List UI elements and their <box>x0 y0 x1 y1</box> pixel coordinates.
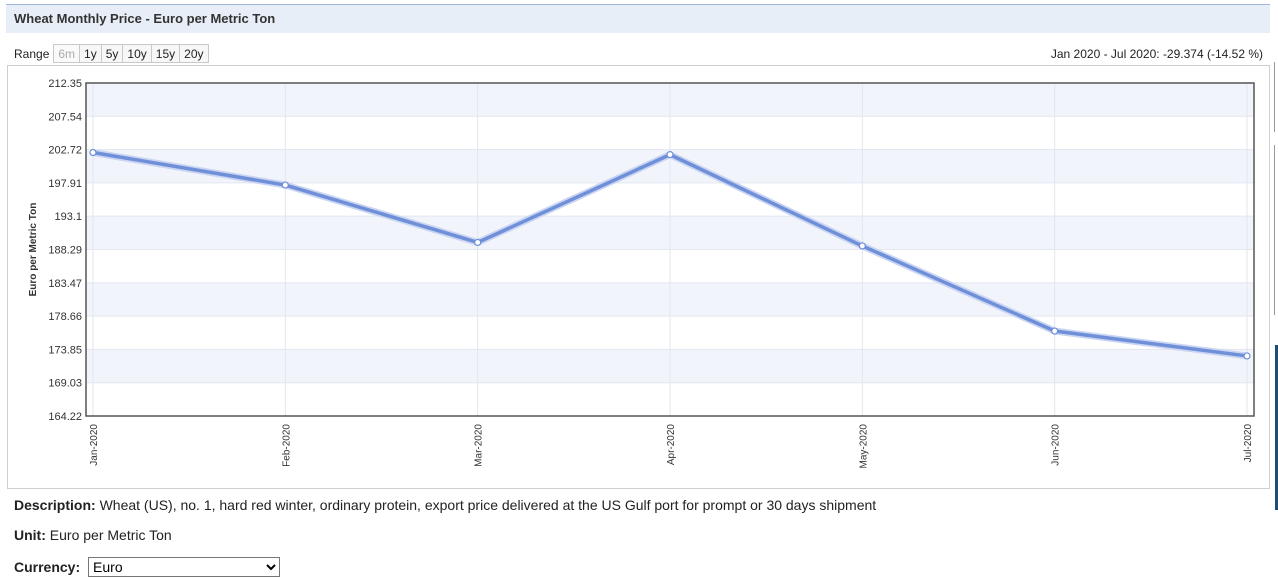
range-15y-button[interactable]: 15y <box>151 44 180 63</box>
x-tick-label: Jul-2020 <box>1243 424 1254 463</box>
x-tick-label: May-2020 <box>858 424 869 469</box>
unit-label: Unit: <box>14 527 46 543</box>
edge-panel-divider <box>1274 62 1278 132</box>
data-point <box>859 243 865 249</box>
currency-select[interactable]: Euro <box>88 557 280 577</box>
range-change-summary: Jan 2020 - Jul 2020: -29.374 (-14.52 %) <box>1051 47 1263 61</box>
y-tick-label: 178.66 <box>48 311 82 323</box>
range-5y-button[interactable]: 5y <box>101 44 124 63</box>
price-line-chart: 212.35 207.54 202.72 197.91 193.1 188.29 183.4… <box>8 66 1269 488</box>
description-text: Wheat (US), no. 1, hard red winter, ordi… <box>100 497 877 513</box>
x-tick-label: Apr-2020 <box>666 424 677 466</box>
y-tick-label: 169.03 <box>48 378 82 390</box>
x-tick-label: Jan-2020 <box>89 424 100 466</box>
y-tick-label: 173.85 <box>48 344 82 356</box>
data-point <box>282 182 288 188</box>
data-point <box>90 150 96 156</box>
data-point <box>475 239 481 245</box>
currency-line: Currency: Euro <box>14 557 280 577</box>
y-tick-label: 164.22 <box>48 411 82 423</box>
chart-frame: 212.35 207.54 202.72 197.91 193.1 188.29 183.4… <box>7 65 1270 489</box>
range-label: Range <box>14 47 49 61</box>
range-1y-button[interactable]: 1y <box>79 44 102 63</box>
range-6m-button[interactable]: 6m <box>53 44 80 63</box>
description-line: Description: Wheat (US), no. 1, hard red… <box>14 497 876 513</box>
x-tick-label: Jun-2020 <box>1051 424 1062 466</box>
y-tick-label: 188.29 <box>48 244 82 256</box>
chart-title-bar: Wheat Monthly Price - Euro per Metric To… <box>6 5 1270 33</box>
data-point <box>1244 353 1250 359</box>
y-tick-label: 183.47 <box>48 278 82 290</box>
page-title: Wheat Monthly Price - Euro per Metric To… <box>14 11 275 26</box>
currency-label: Currency: <box>14 559 80 575</box>
y-axis-title: Euro per Metric Ton <box>28 203 39 297</box>
unit-line: Unit: Euro per Metric Ton <box>14 527 172 543</box>
x-tick-label: Feb-2020 <box>281 424 292 467</box>
unit-text: Euro per Metric Ton <box>50 527 172 543</box>
range-selector: Range 6m 1y 5y 10y 15y 20y <box>14 43 209 64</box>
y-tick-label: 212.35 <box>48 78 82 90</box>
range-20y-button[interactable]: 20y <box>179 44 208 63</box>
y-tick-label: 193.1 <box>54 211 82 223</box>
edge-panel-divider <box>1274 145 1278 315</box>
range-10y-button[interactable]: 10y <box>122 44 151 63</box>
y-tick-label: 207.54 <box>48 111 82 123</box>
data-point <box>1052 328 1058 334</box>
y-tick-label: 197.91 <box>48 178 82 190</box>
x-tick-label: Mar-2020 <box>474 424 485 467</box>
description-label: Description: <box>14 497 96 513</box>
y-tick-label: 202.72 <box>48 145 82 157</box>
data-point <box>667 152 673 158</box>
